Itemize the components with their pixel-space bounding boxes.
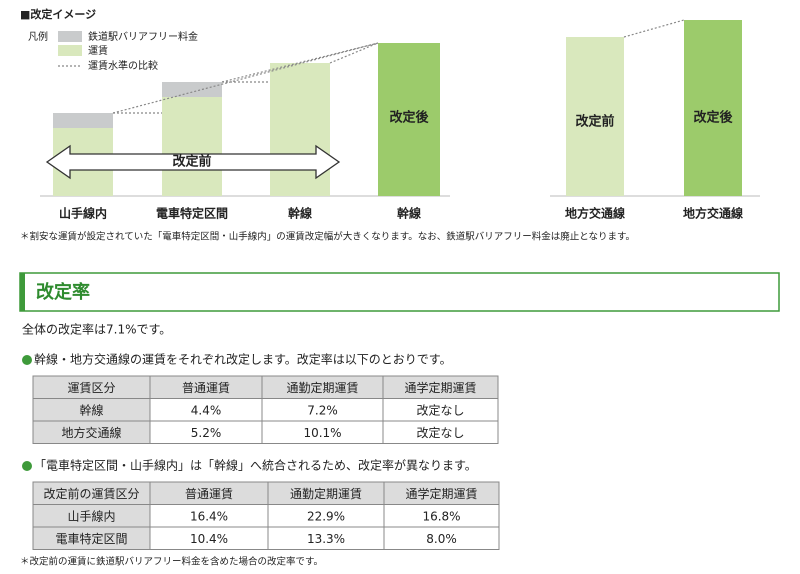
- cell-text: 改定なし: [416, 425, 464, 440]
- bar-label: 改定前: [575, 114, 614, 130]
- bar-fare: [378, 43, 440, 196]
- cell-text: 電車特定区間: [55, 531, 127, 546]
- header-text: 通学定期運賃: [405, 486, 477, 501]
- cell-text: 5.2%: [191, 426, 222, 440]
- cell-text: 22.9%: [307, 509, 345, 523]
- cell-text: 16.4%: [190, 509, 228, 523]
- image-title: ■改定イメージ: [20, 7, 96, 21]
- legend-item: 鉄道駅バリアフリー料金: [88, 30, 198, 43]
- x-label: 幹線: [397, 206, 421, 221]
- footnote: ＊改定前の運賃に鉄道駅バリアフリー料金を含めた場合の改定率です。: [20, 556, 323, 568]
- x-label: 幹線: [288, 206, 312, 221]
- bullet: [22, 461, 32, 471]
- legend-item: 運賃水準の比較: [88, 59, 158, 72]
- legend-item: 運賃: [88, 44, 108, 57]
- bar-label: 改定後: [389, 110, 429, 126]
- bar-fee: [162, 82, 222, 97]
- overall: 全体の改定率は7.1%です。: [22, 322, 171, 337]
- note: ＊割安な運賃が設定されていた「電車特定区間・山手線内」の運賃改定幅が大きくなりま…: [20, 231, 635, 243]
- table-cell: [383, 526, 500, 550]
- x-label: 地方交通線: [565, 206, 625, 221]
- cell-text: 7.2%: [307, 403, 338, 417]
- cell-text: 地方交通線: [61, 425, 121, 440]
- bar-fare: [566, 37, 624, 196]
- x-label: 山手線内: [59, 206, 107, 221]
- bar-fare: [162, 97, 222, 196]
- legend-swatch: [58, 31, 82, 42]
- arrow-label: 改定前: [172, 154, 211, 170]
- compare-line: [221, 42, 379, 83]
- section-box: [19, 272, 780, 312]
- header-text: 運賃区分: [67, 380, 115, 395]
- table-caption: 幹線・地方交通線の運賃をそれぞれ改定します。改定率は以下のとおりです。: [34, 352, 452, 367]
- cell-text: 10.1%: [303, 426, 341, 440]
- compare-line: [623, 19, 685, 38]
- cell-text: 16.8%: [422, 509, 460, 523]
- cell-text: 幹線: [79, 402, 103, 417]
- bar-fee: [53, 113, 113, 128]
- cell-text: 山手線内: [67, 508, 115, 523]
- legend-swatch: [58, 45, 82, 56]
- section-title: 改定率: [36, 281, 90, 303]
- arrow: [45, 144, 341, 180]
- section-accent: [20, 273, 25, 311]
- x-label: 地方交通線: [683, 206, 743, 221]
- bar-fare: [270, 63, 330, 196]
- header-text: 普通運賃: [185, 486, 233, 501]
- bullet: [22, 355, 32, 365]
- bar-fare: [684, 20, 742, 196]
- table-caption: 「電車特定区間・山手線内」は「幹線」へ統合されるため、改定率が異なります。: [34, 458, 477, 473]
- cell-text: 13.3%: [307, 532, 345, 546]
- bar-label: 改定後: [693, 110, 733, 126]
- legend-label: 凡例: [28, 30, 48, 43]
- table-cell: [382, 420, 499, 444]
- cell-text: 改定なし: [416, 402, 464, 417]
- header-text: 通勤定期運賃: [290, 486, 362, 501]
- header-text: 通勤定期運賃: [286, 380, 358, 395]
- compare-line: [112, 42, 379, 114]
- cell-text: 8.0%: [426, 532, 457, 546]
- header-text: 普通運賃: [182, 380, 230, 395]
- header-text: 改定前の運賃区分: [43, 486, 139, 501]
- cell-text: 10.4%: [190, 532, 228, 546]
- compare-line: [329, 42, 379, 64]
- x-label: 電車特定区間: [156, 206, 228, 221]
- cell-text: 4.4%: [191, 403, 222, 417]
- header-text: 通学定期運賃: [404, 380, 476, 395]
